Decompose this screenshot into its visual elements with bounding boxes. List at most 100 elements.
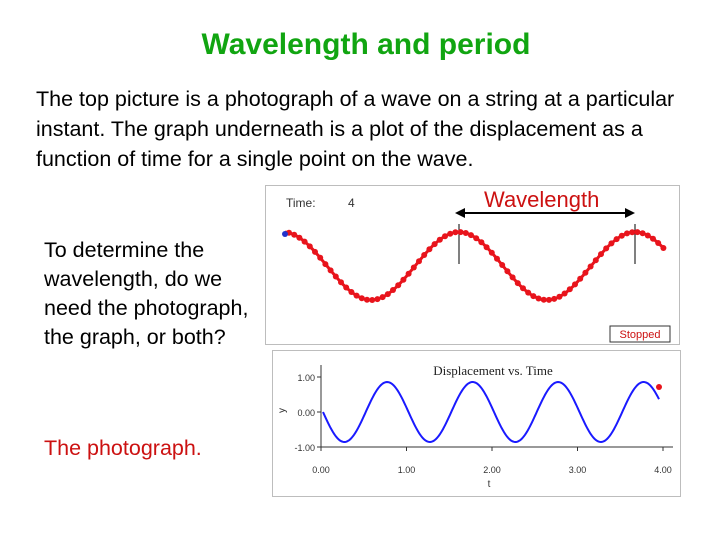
displacement-curve [322, 380, 660, 444]
string-end-dot [282, 231, 288, 237]
answer-text: The photograph. [44, 436, 202, 460]
string-bead [416, 258, 422, 265]
string-bead [384, 291, 391, 298]
string-bead [650, 235, 656, 242]
graph-title: Displacement vs. Time [433, 363, 553, 378]
y-axis-label: y [277, 408, 288, 413]
string-bead [525, 289, 532, 296]
string-bead [613, 236, 620, 243]
string-bead [452, 229, 459, 236]
wave-photograph-panel: Time: 4 Stopped [265, 185, 680, 345]
string-bead [312, 248, 318, 255]
string-bead [483, 244, 490, 251]
string-bead [618, 232, 625, 239]
current-point-dot [656, 384, 662, 390]
string-bead [608, 240, 615, 247]
string-bead [629, 229, 636, 236]
string-bead [421, 252, 428, 258]
stopped-button[interactable]: Stopped [609, 325, 671, 343]
time-label: Time: [286, 196, 316, 210]
string-bead [436, 236, 443, 243]
string-bead [577, 275, 584, 282]
x-tick-label: 2.00 [483, 465, 501, 475]
displacement-graph: Displacement vs. Time y 1.00 0.00 -1.00 0.… [277, 363, 673, 490]
string-bead [540, 296, 547, 303]
string-bead [442, 233, 448, 240]
string-bead [317, 254, 324, 261]
string-bead [514, 280, 521, 287]
string-wave [284, 229, 667, 303]
string-bead [431, 241, 438, 248]
string-bead [473, 235, 480, 242]
question-text: To determine the wavelength, do we need … [44, 238, 249, 349]
x-axis-label: t [488, 479, 491, 490]
string-bead [572, 281, 578, 288]
string-bead [535, 295, 542, 302]
string-bead [624, 230, 630, 237]
string-bead [509, 274, 516, 281]
y-tick-label: 0.00 [297, 408, 315, 418]
x-tick-label: 1.00 [398, 465, 416, 475]
string-bead [291, 231, 298, 238]
x-axis-ticks: 0.00 1.00 2.00 3.00 4.00 [312, 447, 672, 475]
time-value: 4 [348, 196, 355, 210]
stopped-button-label: Stopped [620, 329, 661, 341]
string-bead [592, 257, 599, 264]
string-bead [660, 245, 667, 251]
string-bead [546, 296, 552, 303]
string-bead [520, 285, 526, 292]
string-bead [561, 290, 568, 297]
x-tick-label: 0.00 [312, 465, 330, 475]
string-bead [374, 296, 381, 303]
x-tick-label: 3.00 [569, 465, 587, 475]
string-bead [327, 267, 334, 274]
string-bead [457, 229, 464, 236]
string-bead [468, 232, 474, 239]
string-bead [410, 264, 417, 271]
string-bead [488, 249, 495, 256]
string-bead [462, 230, 469, 236]
displacement-graph-panel: Displacement vs. Time y 1.00 0.00 -1.00 0.… [272, 350, 681, 497]
string-bead [400, 276, 407, 283]
string-bead [655, 240, 662, 246]
string-bead [634, 229, 641, 236]
string-bead [322, 261, 329, 268]
string-bead [587, 263, 594, 270]
string-bead [353, 292, 360, 299]
string-bead [494, 255, 500, 262]
string-bead [447, 230, 454, 237]
string-bead [348, 289, 355, 295]
string-bead [598, 251, 604, 258]
string-bead [306, 243, 313, 250]
y-tick-label: -1.00 [294, 443, 315, 453]
string-bead [551, 295, 558, 302]
string-bead [296, 234, 303, 241]
slide-title: Wavelength and period [201, 28, 531, 61]
string-bead [390, 287, 396, 293]
y-axis-ticks: 1.00 0.00 -1.00 [294, 373, 321, 453]
string-bead [379, 294, 386, 301]
string-bead [338, 279, 344, 286]
string-bead [395, 282, 402, 289]
string-bead [566, 286, 573, 293]
wave-photograph-canvas: Time: 4 Stopped [282, 196, 671, 343]
string-bead [499, 262, 506, 268]
string-bead [603, 245, 610, 252]
wavelength-label: Wavelength [484, 187, 600, 212]
string-bead [343, 284, 350, 291]
string-bead [426, 246, 433, 253]
string-bead [369, 297, 376, 303]
string-bead [301, 238, 308, 245]
string-bead [644, 232, 651, 239]
string-bead [556, 293, 563, 300]
string-bead [478, 239, 485, 246]
string-bead [582, 269, 589, 276]
wavelength-arrow [455, 208, 635, 218]
y-tick-label: 1.00 [297, 373, 315, 383]
intro-paragraph: The top picture is a photograph of a wav… [36, 87, 675, 171]
string-bead [364, 296, 370, 303]
string-bead [332, 273, 339, 280]
string-bead [530, 293, 537, 300]
string-bead [358, 295, 365, 302]
string-bead [504, 268, 511, 275]
